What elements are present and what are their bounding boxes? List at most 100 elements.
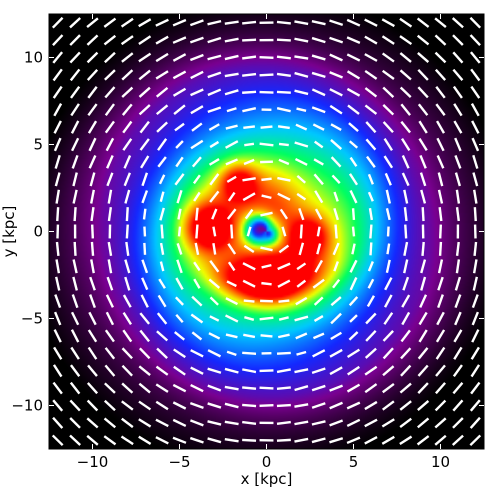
polarization-vector [207,349,222,358]
polarization-vector [276,351,291,355]
polarization-vector [244,208,254,220]
polarization-vector [369,224,373,239]
polarization-vector [366,155,376,168]
polarization-vector [121,382,134,394]
polarization-vector [122,294,132,308]
polarization-vector [454,311,462,326]
polarization-vector [260,246,273,252]
polarization-vector [364,347,377,359]
polarization-vector [400,120,412,134]
polarization-vector [189,402,204,409]
polarization-vector [88,155,97,169]
polarization-vector [330,123,342,131]
polarization-vector [313,296,324,306]
polarization-vector [195,224,199,239]
polarization-vector [419,172,427,187]
polarization-vector [158,278,166,289]
polarization-vector [346,70,361,80]
polarization-vector [139,138,150,151]
polarization-vector [90,207,95,222]
polarization-vector [420,189,427,204]
polarization-vector [346,401,361,410]
polarization-vector [86,434,99,446]
polarization-vector [329,36,344,44]
polarization-vector [437,189,444,204]
polarization-vector [106,172,114,187]
polarization-vector [453,329,463,343]
polarization-vector [243,333,256,339]
polarization-vector [138,418,152,428]
polarization-vector [382,103,395,116]
polarization-vector [176,259,183,274]
polarization-vector [173,365,186,376]
polarization-vector [454,154,462,169]
polarization-vector [364,435,378,445]
polarization-vector [242,403,257,408]
polarization-vector [138,35,152,45]
polarization-vector [400,329,411,343]
polarization-vector [52,364,63,378]
polarization-vector [224,420,239,426]
polarization-vector [86,382,99,395]
polarization-vector [226,107,237,113]
polarization-vector [383,155,394,169]
polarization-vector [296,279,307,288]
polarization-vector [346,87,361,97]
polarization-vector [417,347,429,360]
polarization-vector [156,121,168,133]
polarization-vector [143,242,147,255]
polarization-vector [472,259,478,274]
x-tick-label: −10 [77,453,109,471]
polarization-vector [329,71,344,79]
polarization-vector [452,382,464,395]
polarization-vector [401,172,410,187]
polarization-vector [87,329,98,343]
polarization-vector [175,277,184,290]
polarization-vector [155,436,169,445]
y-tick-label: 0 [33,223,43,241]
polarization-vector [242,262,256,271]
polarization-vector [104,120,115,134]
polarization-vector [276,55,291,60]
polarization-vector [470,85,481,99]
polarization-vector [399,52,412,63]
polarization-vector [454,294,462,309]
polarization-vector [385,259,391,274]
polarization-vector [208,123,220,132]
polarization-vector [452,34,464,46]
polarization-vector [224,37,239,43]
polarization-vector [224,314,239,323]
polarization-vector [314,208,323,220]
polarization-vector [348,140,359,149]
polarization-vector [417,364,429,377]
polarization-vector [175,140,184,149]
polarization-vector [469,16,482,29]
polarization-vector [53,346,63,360]
polarization-vector [437,276,444,291]
polarization-vector [294,368,309,374]
polarization-vector [383,137,394,152]
polarization-vector [294,55,309,60]
polarization-vector [141,259,149,274]
polarization-vector [86,51,99,64]
polarization-vector [259,404,274,407]
polarization-vector [418,137,428,152]
polarization-vectors [51,16,482,447]
polarization-vector [191,295,203,307]
polarization-vector [473,207,477,222]
polarization-vector [226,175,237,183]
polarization-vector [242,90,257,94]
polarization-vector [195,207,199,221]
polarization-vector [399,86,412,98]
polarization-vector [157,156,167,168]
polarization-vector [225,158,238,166]
polarization-vector [155,18,169,27]
polarization-vector [189,53,204,62]
polarization-vector [138,104,151,116]
polarization-vector [416,435,430,446]
polarization-vector [470,364,481,378]
polarization-vector [453,103,463,117]
polarization-vector [122,311,133,326]
polarization-vector [207,367,222,374]
